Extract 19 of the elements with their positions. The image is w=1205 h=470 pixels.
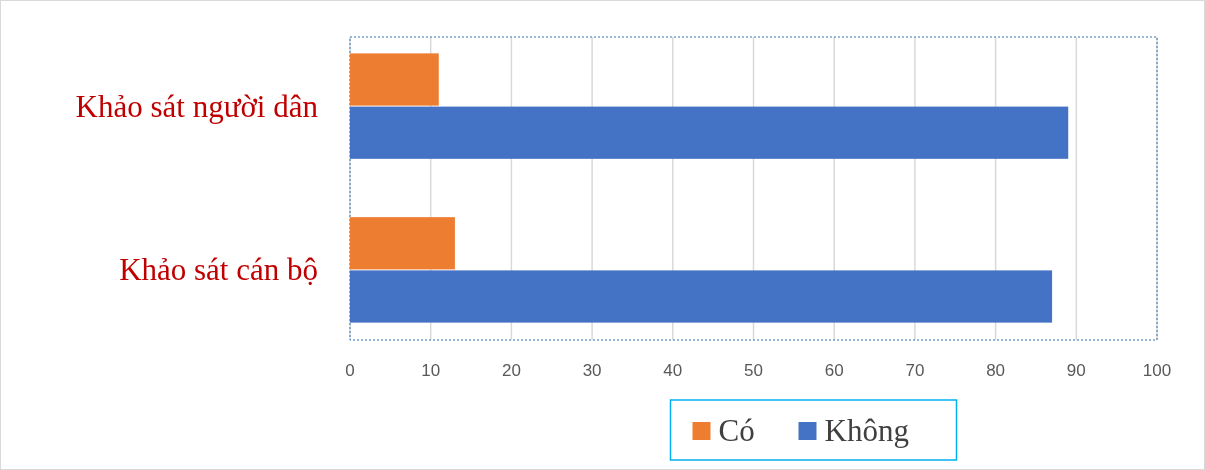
x-tick-label: 10 <box>421 361 441 380</box>
legend-label: Không <box>824 413 909 448</box>
bar <box>350 217 455 270</box>
x-tick-label: 30 <box>582 361 602 380</box>
x-tick-label: 80 <box>986 361 1006 380</box>
x-tick-label: 100 <box>1142 361 1172 380</box>
x-tick-label: 70 <box>905 361 925 380</box>
x-tick-label: 20 <box>501 361 521 380</box>
x-tick-label: 40 <box>663 361 683 380</box>
bar <box>350 270 1053 323</box>
x-tick-label: 50 <box>744 361 763 380</box>
x-tick-label: 90 <box>1066 361 1086 380</box>
bar <box>350 106 1069 159</box>
bar <box>350 53 439 106</box>
legend-label: Có <box>718 413 755 448</box>
y-tick-label: Khảo sát cán bộ <box>119 252 318 288</box>
x-tick-label: 0 <box>345 361 355 380</box>
x-tick-label: 60 <box>824 361 844 380</box>
y-tick-label: Khảo sát người dân <box>75 88 319 124</box>
